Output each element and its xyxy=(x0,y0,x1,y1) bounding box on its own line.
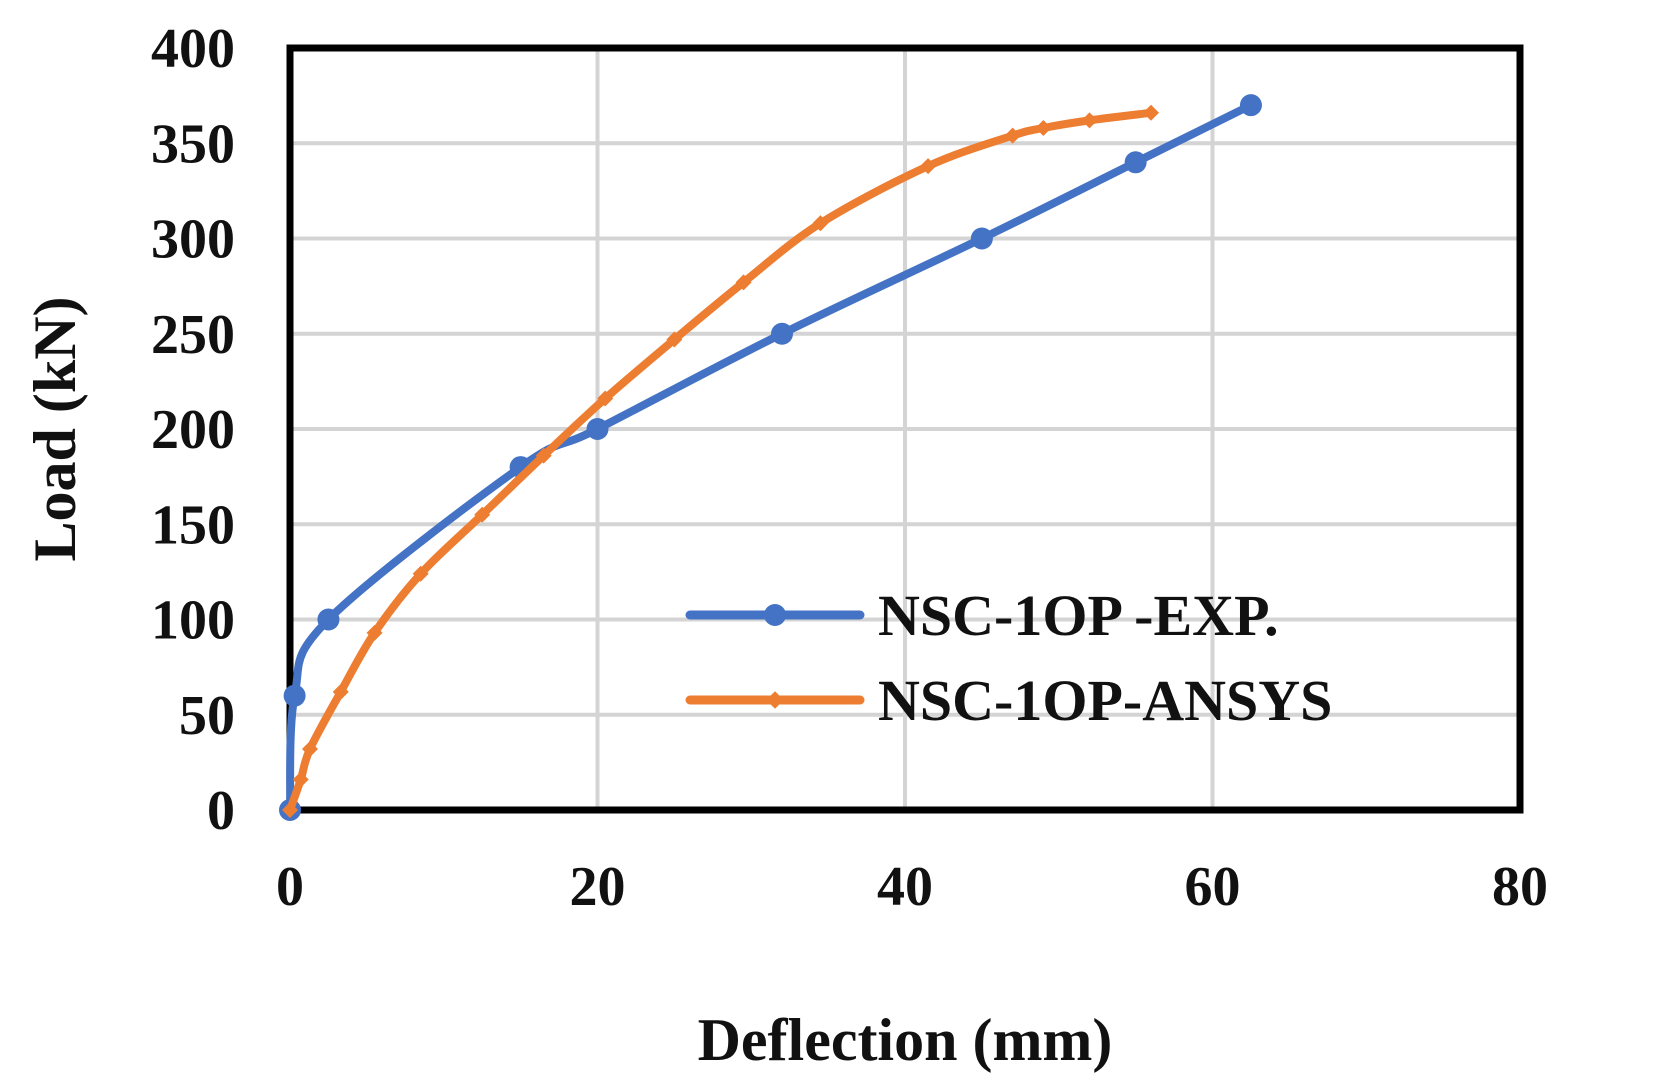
data-point xyxy=(586,418,609,440)
data-point xyxy=(920,158,937,175)
legend-swatch-marker xyxy=(764,604,786,626)
data-point xyxy=(1004,127,1021,144)
data-point xyxy=(1035,120,1052,137)
y-tick-label: 0 xyxy=(207,780,235,842)
data-point xyxy=(735,274,752,291)
data-point xyxy=(282,802,298,818)
legend-label: NSC-1OP -EXP. xyxy=(878,583,1279,648)
legend-swatch-marker xyxy=(766,691,784,709)
legend: NSC-1OP -EXP. NSC-1OP-ANSYS xyxy=(685,583,1332,733)
y-tick-label: 400 xyxy=(151,18,235,80)
x-tick-label: 20 xyxy=(570,856,626,918)
data-point xyxy=(292,771,309,788)
series-line xyxy=(286,101,1255,814)
data-point xyxy=(332,683,349,700)
data-point xyxy=(317,608,340,631)
plot-border xyxy=(286,44,1524,814)
data-point xyxy=(283,684,306,707)
tick-labels: 0 50 100 150 200 250 300 350 400 0 20 40 60 80 xyxy=(151,18,1548,918)
data-point xyxy=(412,565,429,582)
y-tick-label: 100 xyxy=(151,590,235,652)
x-tick-label: 60 xyxy=(1185,856,1241,918)
legend-entry: NSC-1OP -EXP. xyxy=(685,583,1279,648)
data-point xyxy=(535,447,552,464)
y-tick-label: 150 xyxy=(151,494,235,556)
y-tick-label: 300 xyxy=(151,209,235,271)
x-tick-label: 0 xyxy=(276,856,304,918)
y-axis-title: Load (kN) xyxy=(22,296,88,561)
legend-entry: NSC-1OP-ANSYS xyxy=(685,668,1332,733)
data-point xyxy=(771,322,793,345)
data-point xyxy=(301,741,318,758)
data-point xyxy=(1239,94,1262,117)
legend-label: NSC-1OP-ANSYS xyxy=(878,668,1332,733)
data-point xyxy=(1124,151,1147,174)
data-point xyxy=(812,215,829,232)
data-point xyxy=(474,506,491,523)
plot-frame xyxy=(286,44,1524,814)
data-point xyxy=(1081,112,1098,129)
y-tick-label: 250 xyxy=(151,304,235,366)
data-point xyxy=(366,624,383,641)
data-series xyxy=(279,94,1262,821)
data-point xyxy=(666,331,683,348)
data-point xyxy=(1143,104,1159,121)
y-tick-label: 200 xyxy=(151,399,235,461)
x-axis-title: Deflection (mm) xyxy=(698,1007,1113,1073)
x-tick-label: 80 xyxy=(1492,856,1548,918)
y-tick-label: 350 xyxy=(151,113,235,175)
data-point xyxy=(597,390,614,407)
y-tick-label: 50 xyxy=(179,685,235,747)
series-ansys xyxy=(282,104,1159,818)
x-tick-label: 40 xyxy=(877,856,933,918)
data-point xyxy=(970,227,993,250)
